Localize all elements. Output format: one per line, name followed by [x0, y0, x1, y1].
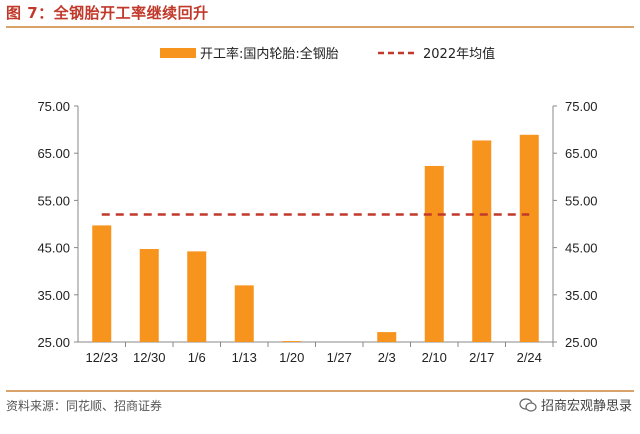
figure-title: 图 7：全钢胎开工率继续回升 — [6, 4, 209, 22]
legend-swatch-bar — [160, 48, 196, 58]
y2-tick-label: 75.00 — [565, 99, 598, 114]
bottom-divider — [6, 390, 634, 392]
bar — [377, 332, 397, 342]
bar — [92, 225, 112, 342]
x-tick-label: 1/20 — [279, 350, 304, 365]
title-divider — [6, 26, 634, 28]
y-tick-label: 75.00 — [37, 99, 70, 114]
x-tick-label: 2/3 — [378, 350, 396, 365]
wechat-icon — [519, 397, 537, 412]
y-tick-label: 35.00 — [37, 288, 70, 303]
legend-label-bar: 开工率:国内轮胎:全钢胎 — [200, 46, 339, 62]
y-tick-label: 55.00 — [37, 193, 70, 208]
legend-label-line: 2022年均值 — [423, 46, 495, 62]
x-tick-label: 2/17 — [469, 350, 494, 365]
x-tick-label: 1/6 — [188, 350, 206, 365]
y-tick-label: 45.00 — [37, 241, 70, 256]
x-tick-labels: 12/23 12/30 1/6 1/13 1/20 1/27 2/3 2/10 2/17 2/24 — [85, 350, 541, 365]
x-tick-label: 2/24 — [517, 350, 542, 365]
bars — [92, 134, 539, 342]
bar — [234, 285, 254, 342]
bar — [282, 341, 302, 342]
y2-tick-label: 65.00 — [565, 146, 598, 161]
bar — [424, 165, 444, 342]
y2-tick-label: 45.00 — [565, 241, 598, 256]
bar — [187, 251, 207, 342]
x-tick-label: 1/27 — [327, 350, 352, 365]
watermark-text: 招商宏观静思录 — [540, 399, 632, 414]
legend: 开工率:国内轮胎:全钢胎 2022年均值 — [160, 46, 495, 62]
y-tick-label: 65.00 — [37, 146, 70, 161]
x-tick-label: 1/13 — [232, 350, 257, 365]
y2-tick-labels: 25.00 35.00 45.00 55.00 65.00 75.00 — [565, 99, 598, 350]
source-note: 资料来源：同花顺、招商证券 — [6, 399, 163, 413]
y-tick-label: 25.00 — [37, 335, 70, 350]
x-tick-label: 2/10 — [422, 350, 447, 365]
y2-tick-label: 35.00 — [565, 288, 598, 303]
watermark: 招商宏观静思录 — [519, 395, 632, 414]
x-tick-label: 12/30 — [133, 350, 166, 365]
bar — [472, 140, 492, 342]
bar — [519, 134, 539, 342]
y2-tick-label: 55.00 — [565, 193, 598, 208]
x-tick-label: 12/23 — [85, 350, 118, 365]
bar — [139, 249, 159, 342]
y-tick-labels: 25.00 35.00 45.00 55.00 65.00 75.00 — [37, 99, 70, 350]
y2-tick-label: 25.00 — [565, 335, 598, 350]
